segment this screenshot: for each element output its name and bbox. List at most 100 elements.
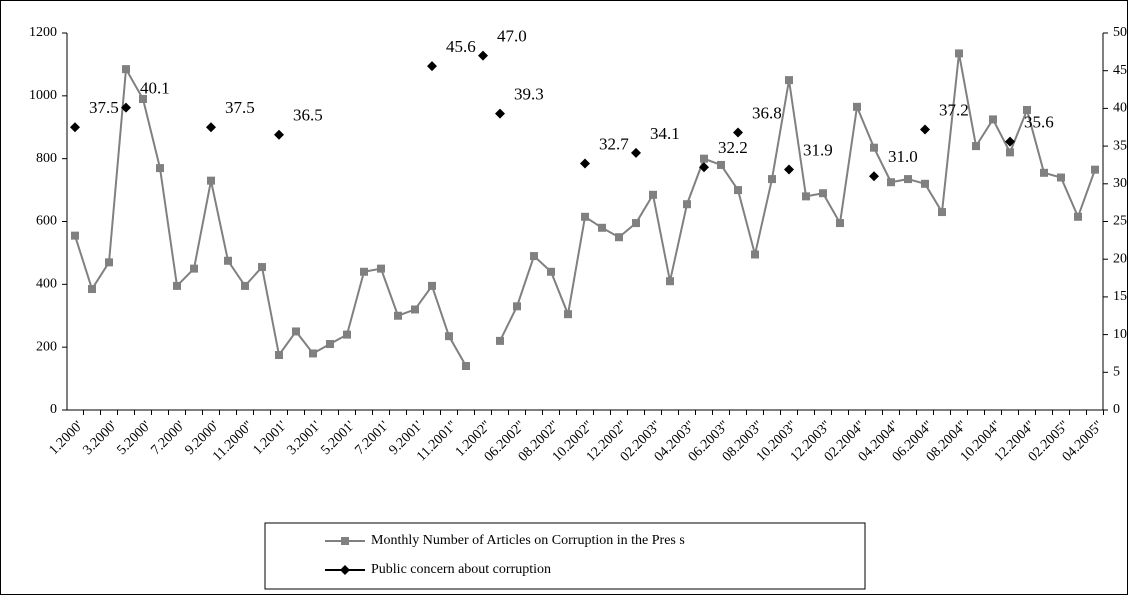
marker [275, 351, 283, 360]
marker [869, 171, 879, 182]
y2-tick-label: 10 [1113, 327, 1127, 342]
marker [190, 264, 198, 273]
y-tick-label: 800 [36, 151, 57, 166]
marker [326, 340, 334, 349]
marker [274, 129, 284, 140]
marker [580, 158, 590, 169]
marker [139, 94, 147, 103]
marker [173, 281, 181, 290]
data-label: 31.0 [888, 147, 918, 166]
y2-tick-label: 40 [1113, 101, 1127, 116]
marker [887, 178, 895, 187]
legend-box [264, 522, 866, 590]
y-tick-label: 600 [36, 214, 57, 229]
marker [683, 200, 691, 209]
marker [360, 267, 368, 276]
y2-tick-label: 15 [1113, 289, 1127, 304]
marker [1057, 173, 1065, 182]
marker [1005, 136, 1015, 147]
marker [1091, 165, 1099, 174]
marker [462, 362, 470, 371]
y2-tick-label: 20 [1113, 251, 1127, 266]
marker [1040, 168, 1048, 177]
data-label: 35.6 [1024, 112, 1054, 131]
legend-marker [340, 565, 350, 575]
data-label: 45.6 [446, 37, 476, 56]
y-tick-label: 0 [50, 402, 57, 417]
marker [802, 192, 810, 201]
data-label: 39.3 [514, 85, 544, 104]
marker [547, 267, 555, 276]
y2-tick-label: 25 [1113, 214, 1127, 229]
data-label: 32.2 [718, 138, 748, 157]
marker [615, 233, 623, 242]
marker [478, 50, 488, 61]
y2-tick-label: 50 [1113, 25, 1127, 40]
marker [445, 332, 453, 341]
marker [343, 330, 351, 339]
marker [428, 281, 436, 290]
marker [751, 250, 759, 259]
marker [631, 147, 641, 158]
y-tick-label: 1000 [29, 88, 57, 103]
marker [699, 162, 709, 173]
marker [733, 127, 743, 138]
x-tick-label: 1.2000' [46, 418, 86, 458]
marker [206, 122, 216, 133]
marker [1074, 212, 1082, 221]
marker [70, 122, 80, 133]
marker [121, 102, 131, 113]
data-label: 37.5 [225, 98, 255, 117]
y-tick-label: 400 [36, 277, 57, 292]
marker [921, 179, 929, 188]
data-label: 37.2 [939, 100, 969, 119]
marker [819, 189, 827, 198]
marker [938, 208, 946, 217]
legend-label: Public concern about corruption [371, 562, 551, 577]
y2-tick-label: 35 [1113, 138, 1127, 153]
y-tick-label: 1200 [29, 25, 57, 40]
marker [241, 281, 249, 290]
marker [377, 264, 385, 273]
marker [207, 176, 215, 185]
marker [224, 256, 232, 265]
marker [700, 154, 708, 163]
y2-tick-label: 0 [1113, 402, 1120, 417]
data-label: 31.9 [803, 140, 833, 159]
marker [853, 102, 861, 111]
marker [836, 219, 844, 228]
marker [411, 305, 419, 314]
legend-marker [341, 537, 349, 545]
marker [920, 124, 930, 135]
marker [258, 263, 266, 272]
marker [309, 349, 317, 358]
x-tick-label: 3.2001' [284, 418, 324, 458]
marker [768, 175, 776, 184]
marker [530, 252, 538, 261]
marker [649, 190, 657, 199]
marker [394, 311, 402, 320]
marker [88, 285, 96, 294]
marker [904, 175, 912, 184]
x-tick-label: 5.2000' [114, 418, 154, 458]
marker [955, 49, 963, 58]
x-tick-label: 3.2000' [80, 418, 120, 458]
x-tick-label: 1.2001' [250, 418, 290, 458]
marker [495, 108, 505, 119]
y2-tick-label: 5 [1113, 365, 1120, 380]
marker [513, 302, 521, 311]
data-label: 40.1 [140, 79, 170, 98]
data-label: 47.0 [497, 27, 527, 46]
marker [122, 65, 130, 74]
marker [666, 277, 674, 286]
marker [105, 258, 113, 267]
data-label: 36.8 [752, 103, 782, 122]
marker [598, 223, 606, 232]
data-label: 32.7 [599, 134, 629, 153]
marker [1006, 148, 1014, 157]
marker [292, 327, 300, 336]
y2-tick-label: 30 [1113, 176, 1127, 191]
y-tick-label: 200 [36, 339, 57, 354]
